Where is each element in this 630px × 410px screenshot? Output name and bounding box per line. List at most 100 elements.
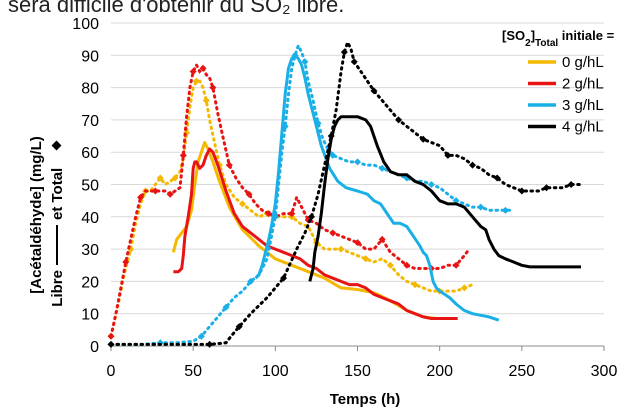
top-caption-text: sera difficile d'obtenir du SO₂ libre. [8, 0, 345, 17]
y-axis-title-total: et Total [49, 168, 66, 220]
total-point-marker [452, 261, 460, 269]
total-point-marker [122, 258, 130, 266]
total-point-marker [477, 203, 485, 211]
y-tick-label: 90 [81, 48, 99, 65]
x-tick-label: 100 [262, 363, 289, 380]
total-point-marker [202, 97, 210, 105]
series-total-line-4-g-hl [109, 38, 581, 346]
total-point-marker [107, 332, 115, 340]
series-3-g-hl [107, 41, 516, 348]
x-tick-label: 200 [426, 363, 453, 380]
total-point-marker [469, 161, 477, 169]
total-point-marker [156, 174, 164, 182]
y-tick-label: 20 [81, 274, 99, 291]
total-point-marker [151, 187, 159, 195]
total-point-marker [419, 135, 427, 143]
y-axis-diamond-marker-key [51, 140, 62, 151]
legend-title: [SO2]Total initiale = [502, 28, 615, 49]
total-point-marker [370, 87, 378, 95]
axes [110, 345, 605, 351]
total-point-marker [411, 281, 419, 289]
total-point-marker [247, 277, 255, 285]
total-point-marker [337, 245, 345, 253]
y-tick-label: 10 [81, 307, 99, 324]
series-libre-line-3-g-hl [254, 53, 500, 322]
legend-label-4-g-hl: 4 g/hL [562, 119, 604, 136]
total-point-marker [386, 261, 394, 269]
total-point-marker [137, 193, 145, 201]
y-axis-title-line1: [Acétaldéhyde] (mg/L) [28, 136, 45, 294]
y-tick-label: 60 [81, 145, 99, 162]
total-point-marker [340, 48, 348, 56]
y-tick-label: 50 [81, 178, 99, 195]
legend: [SO2]Total initiale = 0 g/hL 2 g/hL 3 g/hL… [502, 28, 615, 136]
y-axis-title-line1-group: [Acétaldéhyde] (mg/L) [28, 136, 45, 294]
series-0-g-hl [107, 77, 474, 340]
y-tick-labels: 0 10 20 30 40 50 60 70 80 90 100 [72, 16, 99, 356]
total-point-marker [403, 261, 411, 269]
total-point-marker [245, 190, 253, 198]
total-point-marker [501, 206, 509, 214]
total-point-marker [209, 84, 217, 92]
y-axis-title-libre: Libre [49, 270, 66, 307]
total-point-marker [378, 235, 386, 243]
total-point-marker [354, 158, 361, 166]
total-point-marker [329, 229, 337, 237]
total-point-marker [107, 340, 115, 348]
total-point-marker [225, 161, 233, 169]
total-point-marker [222, 303, 230, 311]
total-point-marker [280, 274, 288, 282]
total-point-marker [265, 210, 273, 218]
total-point-marker [301, 58, 309, 66]
series-total-line-2-g-hl [109, 61, 471, 338]
x-tick-label: 0 [107, 363, 116, 380]
x-tick-label: 250 [508, 363, 535, 380]
y-tick-label: 30 [81, 242, 99, 259]
x-tick-label: 300 [591, 363, 618, 380]
total-point-marker [567, 181, 575, 188]
series-total-line-0-g-hl [109, 79, 474, 338]
grid-lines [111, 22, 604, 315]
series-layer [107, 38, 581, 348]
total-point-marker [189, 67, 197, 75]
total-point-marker [192, 77, 200, 85]
total-point-marker [542, 184, 550, 192]
total-point-marker [235, 323, 243, 331]
total-point-marker [444, 151, 452, 159]
y-tick-label: 100 [72, 16, 99, 33]
total-point-marker [518, 187, 526, 195]
total-point-marker [171, 174, 179, 182]
total-point-marker [166, 190, 174, 198]
total-point-marker [362, 255, 370, 263]
total-point-marker [238, 200, 246, 208]
series-total-line-3-g-hl [109, 41, 516, 346]
x-tick-label: 50 [184, 363, 202, 380]
y-tick-label: 70 [81, 113, 99, 130]
total-point-marker [206, 340, 214, 348]
total-point-marker [427, 181, 435, 188]
legend-label-3-g-hl: 3 g/hL [562, 97, 604, 114]
legend-label-0-g-hl: 0 g/hL [562, 54, 604, 71]
total-point-marker [378, 164, 386, 172]
y-axis-title-line2-group: Libre et Total [49, 140, 66, 307]
series-libre-line-4-g-hl [308, 115, 581, 282]
total-point-marker [354, 239, 361, 247]
total-point-marker [199, 64, 207, 72]
legend-items: 0 g/hL 2 g/hL 3 g/hL 4 g/hL [528, 54, 604, 136]
total-point-marker [395, 116, 403, 124]
total-point-marker [350, 58, 358, 66]
total-point-marker [179, 151, 187, 159]
series-libre-line-2-g-hl [173, 147, 458, 320]
total-point-marker [493, 174, 501, 182]
total-point-marker [288, 210, 296, 218]
series-4-g-hl [107, 38, 581, 348]
x-tick-labels: 0 50 100 150 200 250 300 [107, 363, 618, 380]
legend-label-2-g-hl: 2 g/hL [562, 76, 604, 93]
y-tick-label: 80 [81, 81, 99, 98]
total-point-marker [460, 284, 468, 292]
x-tick-label: 150 [344, 363, 371, 380]
total-point-marker [307, 213, 315, 221]
y-tick-label: 0 [90, 339, 99, 356]
total-point-marker [329, 151, 337, 159]
